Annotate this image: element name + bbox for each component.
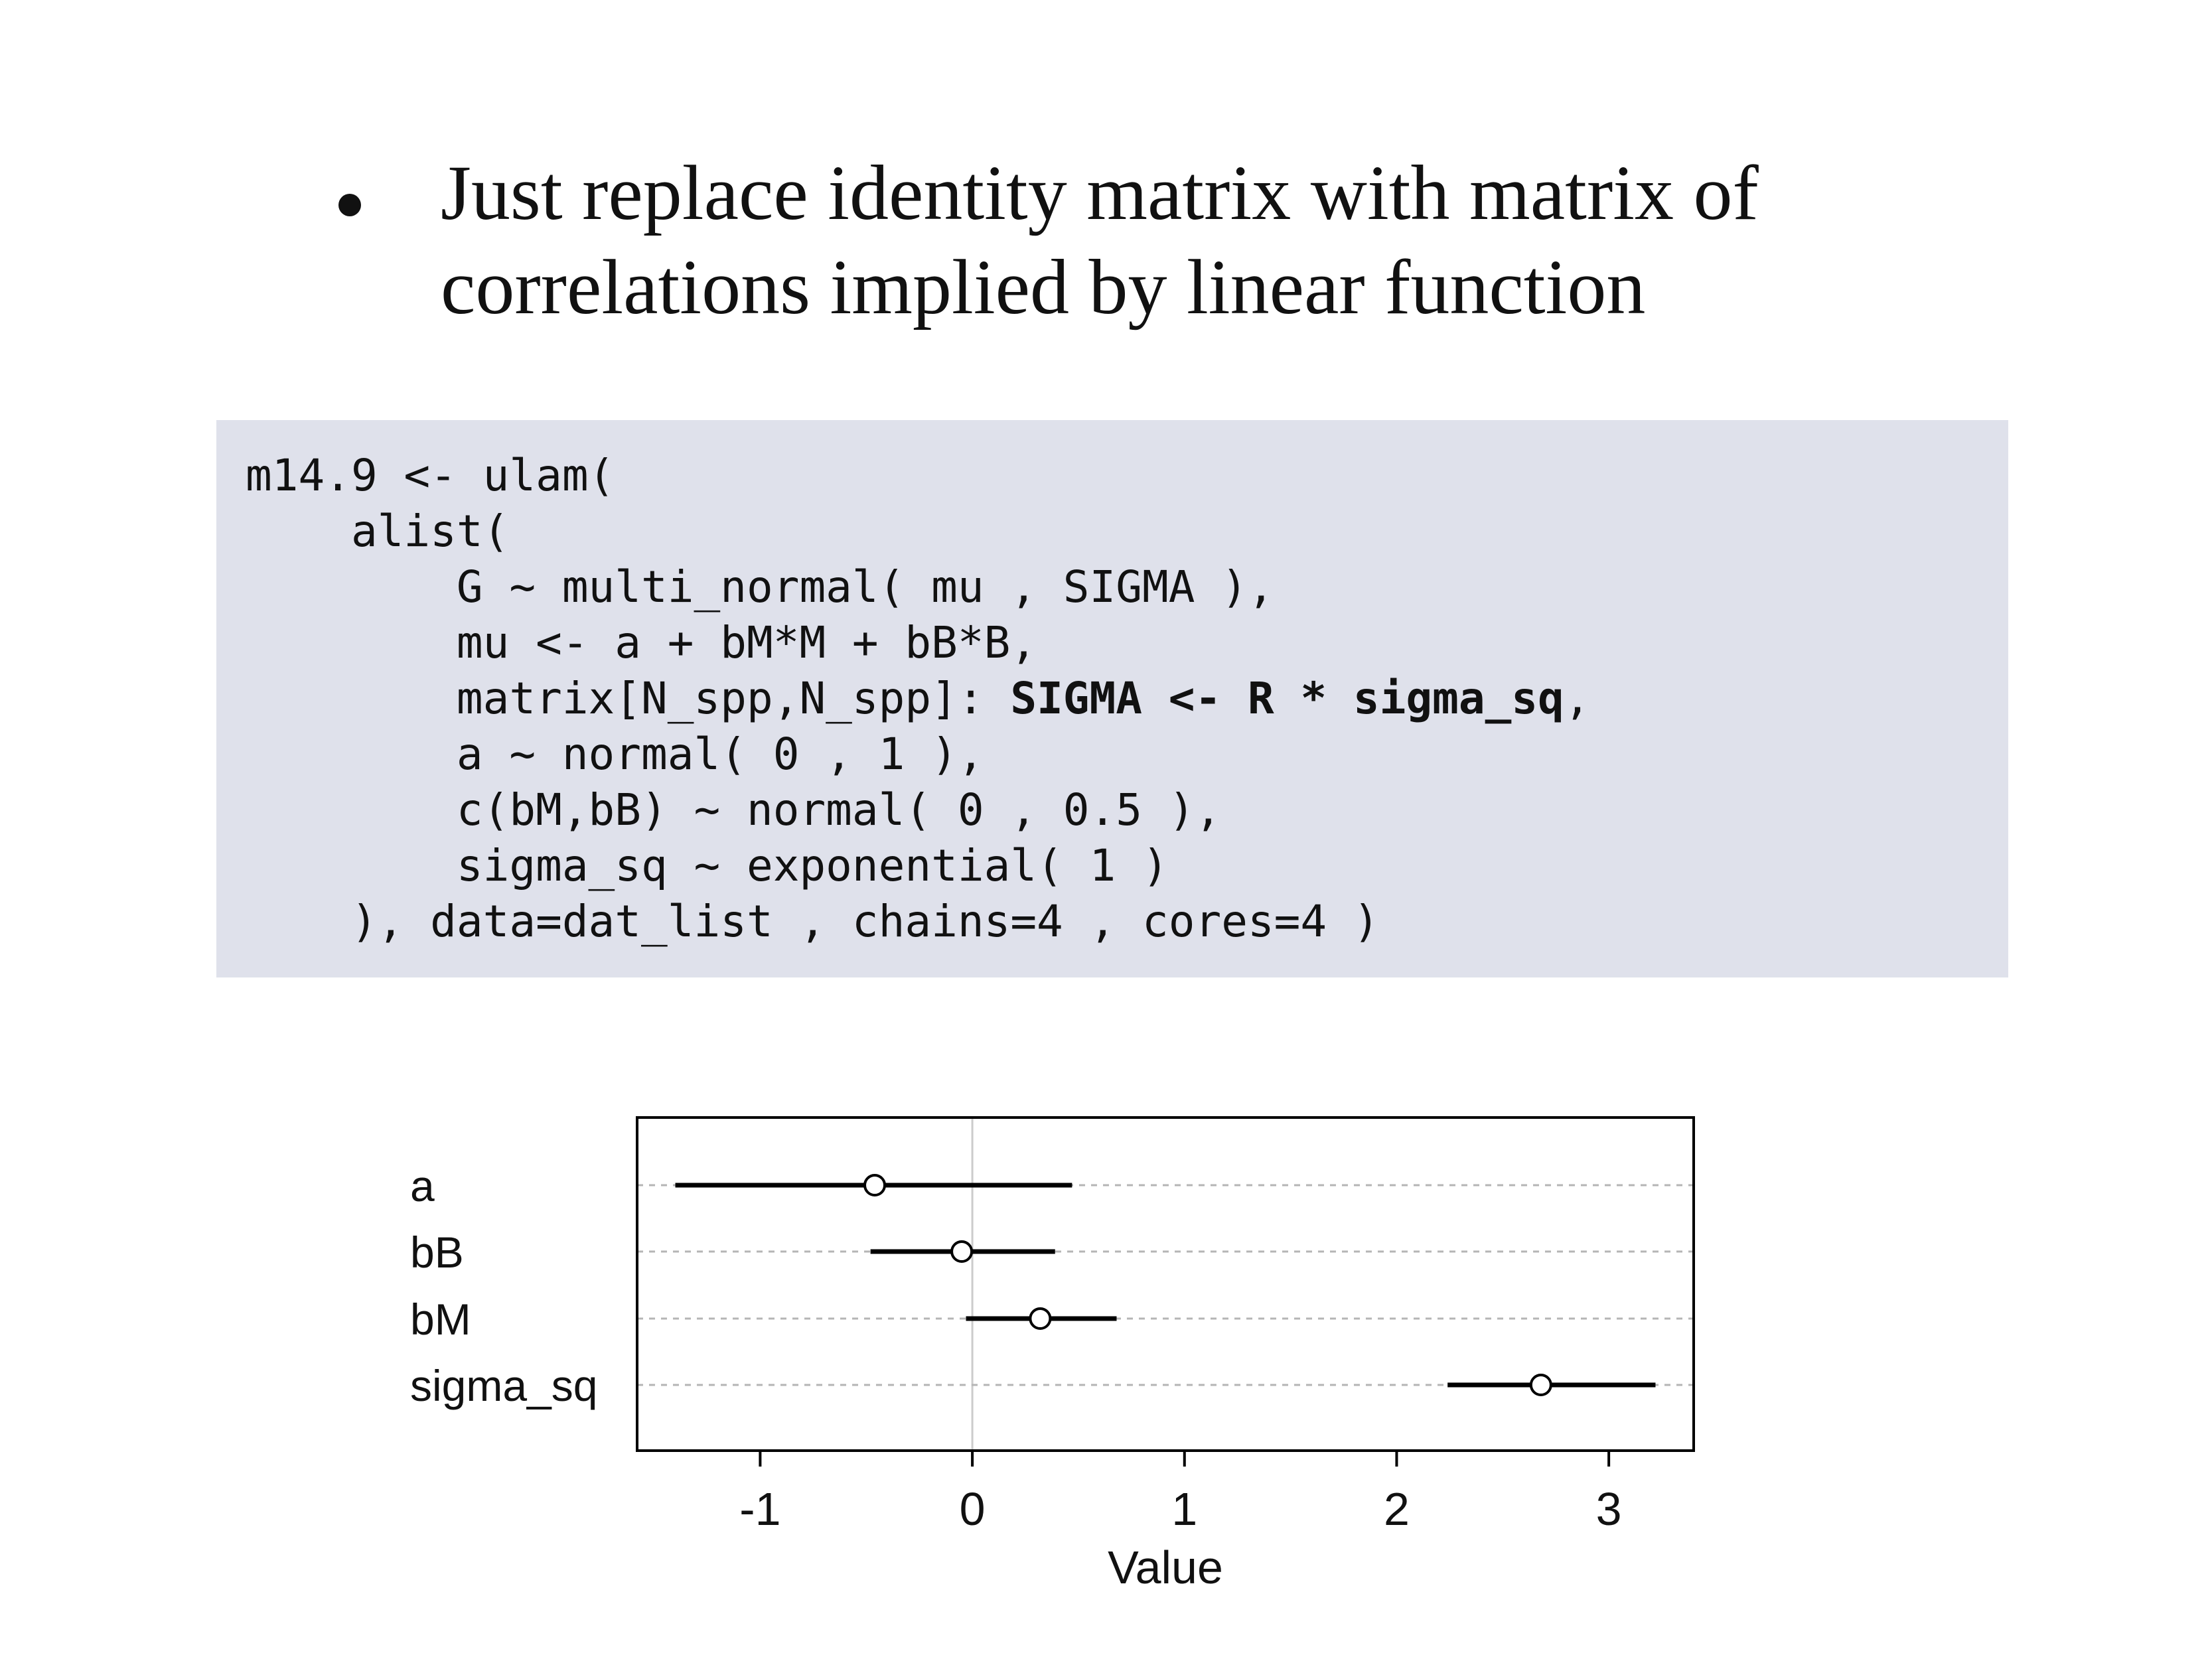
param-label: sigma_sq <box>410 1361 597 1410</box>
code-line: G ~ multi_normal( mu , SIGMA ), <box>246 561 1274 613</box>
bullet-text: Just replace identity matrix with matrix… <box>441 149 1759 330</box>
bullet-icon <box>338 194 361 216</box>
code-line: matrix[N_spp,N_spp]: SIGMA <- R * sigma_… <box>246 673 1591 724</box>
mean-point <box>1529 1374 1552 1396</box>
mean-point <box>863 1174 887 1196</box>
plot-frame <box>636 1116 1695 1452</box>
code-line: ), data=dat_list , chains=4 , cores=4 ) <box>246 896 1380 947</box>
mean-point <box>950 1240 974 1263</box>
code-line: c(bM,bB) ~ normal( 0 , 0.5 ), <box>246 784 1222 835</box>
code-line: m14.9 <- ulam( <box>246 450 615 501</box>
code-block: m14.9 <- ulam( alist( G ~ multi_normal( … <box>216 420 2008 977</box>
x-tick-label: 1 <box>1171 1483 1197 1535</box>
code-line: alist( <box>246 506 510 557</box>
x-tick-label: -1 <box>739 1483 780 1535</box>
param-label: bM <box>410 1295 471 1344</box>
x-axis-title: Value <box>1108 1542 1223 1593</box>
param-label: bB <box>410 1228 464 1277</box>
param-label: a <box>410 1161 435 1210</box>
x-tick-label: 3 <box>1596 1483 1622 1535</box>
code-line: sigma_sq ~ exponential( 1 ) <box>246 840 1169 891</box>
code-line: a ~ normal( 0 , 1 ), <box>246 729 984 780</box>
code-line: mu <- a + bM*M + bB*B, <box>246 617 1037 668</box>
x-tick-label: 2 <box>1384 1483 1410 1535</box>
x-tick-label: 0 <box>960 1483 986 1535</box>
mean-point <box>1029 1307 1052 1330</box>
